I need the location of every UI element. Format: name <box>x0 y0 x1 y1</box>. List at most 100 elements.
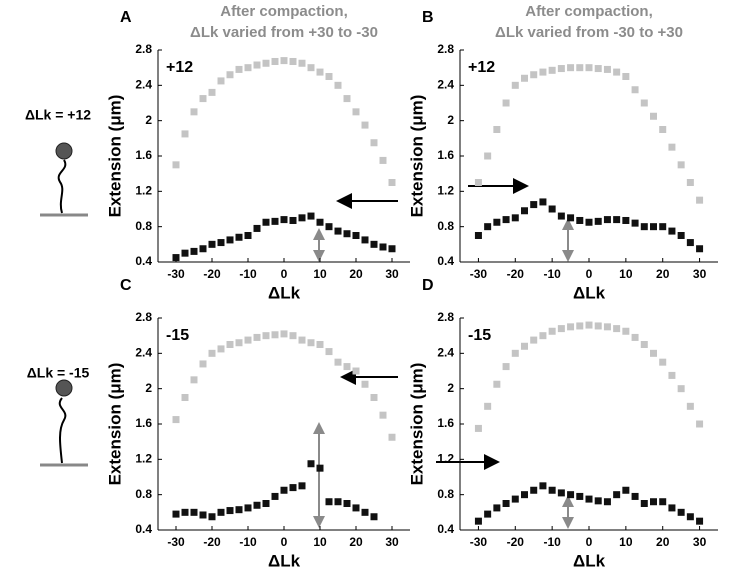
y-tick-label: 0.4 <box>135 254 152 268</box>
data-point <box>594 65 602 73</box>
panel-title: ΔLk varied from -30 to +30 <box>495 24 683 41</box>
data-point <box>622 73 630 80</box>
data-point <box>622 327 630 335</box>
data-point <box>677 385 685 393</box>
panel-annotation: -15 <box>468 327 491 344</box>
data-point <box>379 156 387 164</box>
data-point <box>253 61 261 69</box>
data-point <box>343 500 351 507</box>
data-point <box>370 139 378 147</box>
y-tick-label: 0.4 <box>135 522 152 536</box>
data-point <box>343 363 351 371</box>
data-point <box>271 492 279 500</box>
data-point <box>613 68 621 76</box>
y-tick-label: 2.4 <box>437 78 454 92</box>
data-point <box>352 108 360 116</box>
data-point <box>557 325 565 333</box>
data-point <box>659 498 667 506</box>
panel: C 0.4 0.8 1.2 1.6 2 2.4 2.8 -30 -20 -10 0 10 20 30 ΔLk E… <box>105 277 410 570</box>
data-point <box>325 498 333 506</box>
data-point <box>594 497 602 505</box>
data-point <box>530 336 538 344</box>
data-point <box>199 245 207 253</box>
y-axis-title: Extension (μm) <box>407 95 426 218</box>
y-tick-label: 2.8 <box>437 42 454 56</box>
data-point <box>199 360 207 368</box>
x-axis-title: ΔLk <box>268 551 301 570</box>
data-point <box>539 332 547 340</box>
y-tick-label: 1.6 <box>135 416 152 430</box>
x-tick-label: -20 <box>507 267 525 281</box>
data-point <box>585 495 593 503</box>
data-point <box>668 504 676 512</box>
panel-title: ΔLk varied from +30 to -30 <box>190 24 378 41</box>
data-point <box>650 349 657 357</box>
panel: D 0.4 0.8 1.2 1.6 2 2.4 2.8 -30 -20 -10 0 10 20 30 ΔLk E… <box>407 277 718 570</box>
data-point <box>659 223 667 231</box>
data-point <box>181 508 189 516</box>
data-point <box>668 371 676 379</box>
panel-annotation: -15 <box>166 327 189 344</box>
data-point <box>567 214 575 222</box>
data-point <box>668 143 676 151</box>
data-point <box>172 416 180 424</box>
x-tick-label: -10 <box>239 535 257 549</box>
data-point <box>307 212 315 220</box>
data-point <box>262 218 270 226</box>
data-point <box>235 233 243 241</box>
x-tick-label: 0 <box>281 535 288 549</box>
data-point <box>199 511 207 519</box>
data-point <box>334 358 342 366</box>
y-tick-label: 1.6 <box>135 148 152 162</box>
data-point <box>511 81 519 89</box>
data-point <box>521 491 528 499</box>
y-axis-title: Extension (μm) <box>105 363 124 486</box>
data-point <box>190 108 198 116</box>
data-point <box>613 325 621 333</box>
data-point <box>244 336 252 344</box>
data-point <box>539 198 547 206</box>
x-tick-label: 0 <box>586 267 593 281</box>
x-tick-label: 10 <box>313 267 327 281</box>
data-point <box>567 491 575 499</box>
data-point <box>370 513 378 521</box>
data-point <box>298 482 306 490</box>
data-point <box>316 464 324 472</box>
x-tick-label: 0 <box>281 267 288 281</box>
data-point <box>181 394 189 401</box>
x-axis-title: ΔLk <box>573 551 606 570</box>
y-tick-label: 1.2 <box>437 184 454 198</box>
y-axis-title: Extension (μm) <box>105 95 124 218</box>
data-point <box>576 492 584 500</box>
y-tick-label: 0.4 <box>437 254 454 268</box>
data-point <box>253 501 261 509</box>
y-tick-label: 1.2 <box>135 184 152 198</box>
data-point <box>298 214 306 222</box>
x-tick-label: 30 <box>693 535 707 549</box>
data-point <box>289 216 297 224</box>
y-tick-label: 0.8 <box>437 219 454 233</box>
data-point <box>325 348 333 356</box>
data-point <box>631 86 639 94</box>
data-point <box>686 513 694 521</box>
data-point <box>235 65 243 73</box>
data-point <box>511 214 519 222</box>
panel-title: After compaction, <box>220 3 348 20</box>
data-point <box>226 507 234 515</box>
side-label: ΔLk = +12 <box>25 107 91 123</box>
data-point <box>316 218 324 226</box>
data-point <box>696 196 704 204</box>
data-point <box>557 65 565 73</box>
data-point <box>334 498 342 506</box>
data-point <box>208 240 216 248</box>
data-point <box>521 74 528 82</box>
data-point <box>502 363 510 371</box>
data-point <box>280 216 288 224</box>
x-tick-label: 30 <box>693 267 707 281</box>
data-point <box>352 367 360 375</box>
data-point <box>659 126 667 133</box>
x-tick-label: 20 <box>656 535 670 549</box>
x-tick-label: 30 <box>385 267 399 281</box>
data-point <box>172 161 180 169</box>
